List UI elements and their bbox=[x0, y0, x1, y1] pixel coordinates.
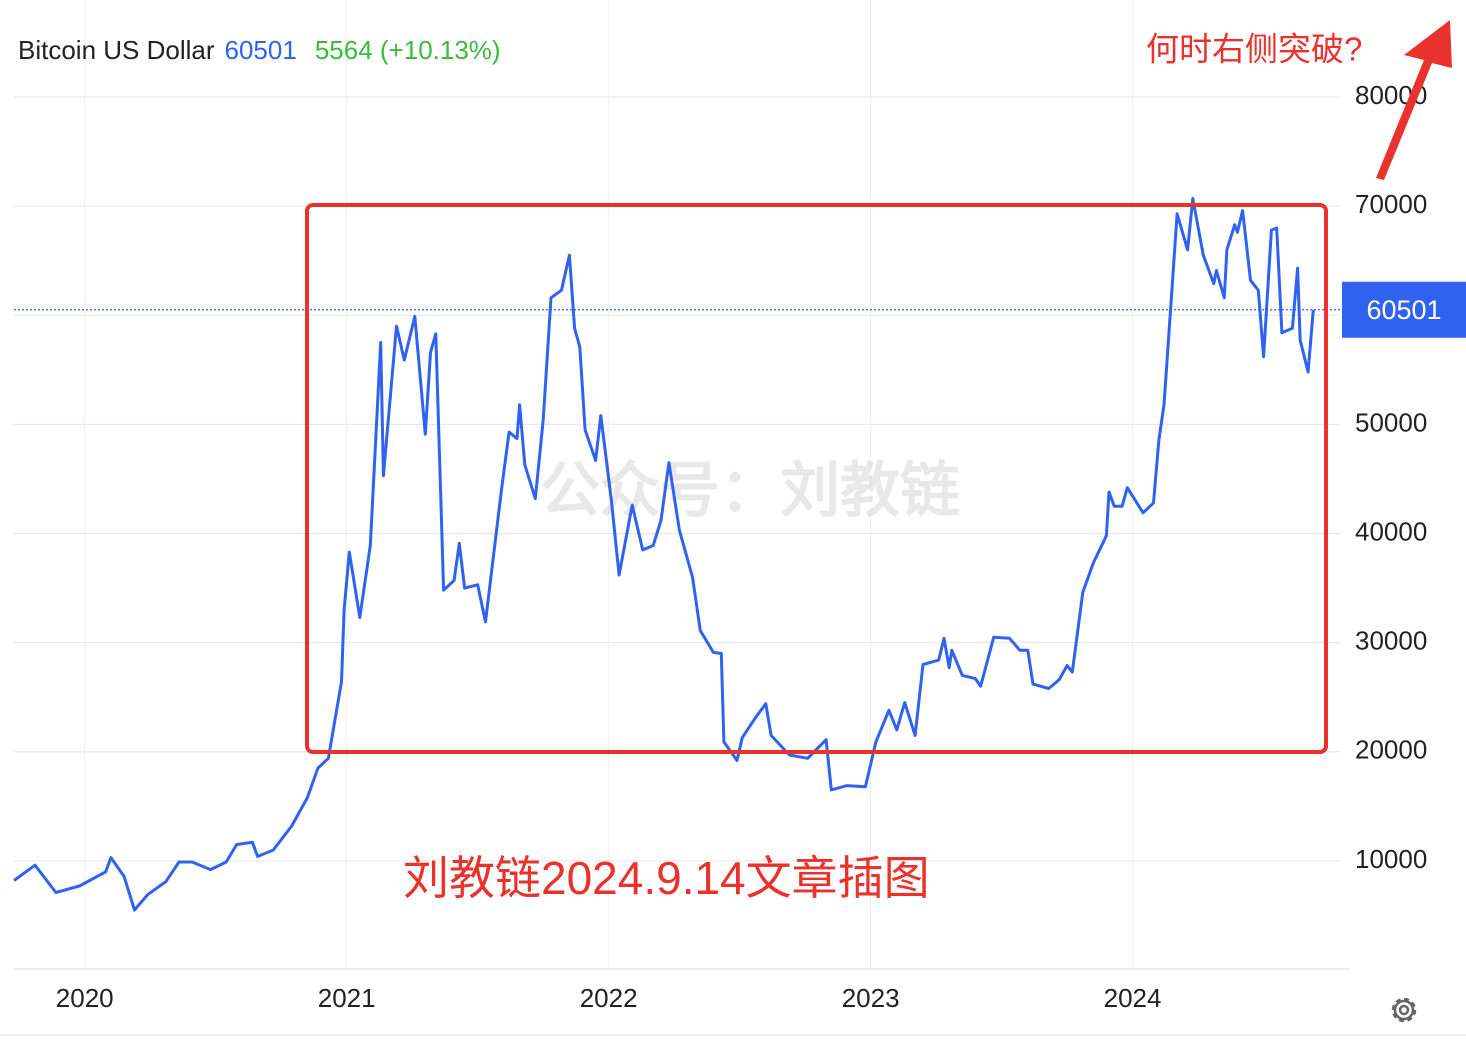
x-tick-label: 2021 bbox=[318, 983, 376, 1013]
title: Bitcoin US Dollar bbox=[18, 35, 215, 65]
chart-title: Bitcoin US Dollar 60501 5564 (+10.13%) bbox=[18, 35, 501, 65]
x-tick-label: 2022 bbox=[580, 983, 638, 1013]
x-tick-label: 2024 bbox=[1104, 983, 1162, 1013]
price: 60501 bbox=[225, 35, 297, 65]
y-tick-label: 10000 bbox=[1355, 844, 1427, 874]
y-tick-label: 20000 bbox=[1355, 735, 1427, 765]
x-tick-label: 2023 bbox=[842, 983, 900, 1013]
price-line bbox=[13, 197, 1315, 912]
arrow bbox=[1376, 20, 1452, 180]
plot bbox=[13, 197, 1342, 912]
watermark: 公众号：刘教链 bbox=[540, 457, 960, 524]
price-tag-label: 60501 bbox=[1366, 295, 1441, 325]
change: 5564 (+10.13%) bbox=[315, 35, 501, 65]
y-tick-label: 40000 bbox=[1355, 516, 1427, 546]
y-tick-label: 30000 bbox=[1355, 626, 1427, 656]
highlight-box bbox=[305, 203, 1328, 754]
annotation: 何时右侧突破? bbox=[1146, 31, 1362, 68]
y-tick-label: 70000 bbox=[1355, 189, 1427, 219]
y-tick-label: 50000 bbox=[1355, 407, 1427, 437]
annotation: 刘教链2024.9.14文章插图 bbox=[403, 852, 930, 904]
price-tag bbox=[1342, 281, 1466, 338]
settings-icon[interactable] bbox=[1391, 997, 1417, 1023]
x-tick-label: 2020 bbox=[56, 983, 114, 1013]
